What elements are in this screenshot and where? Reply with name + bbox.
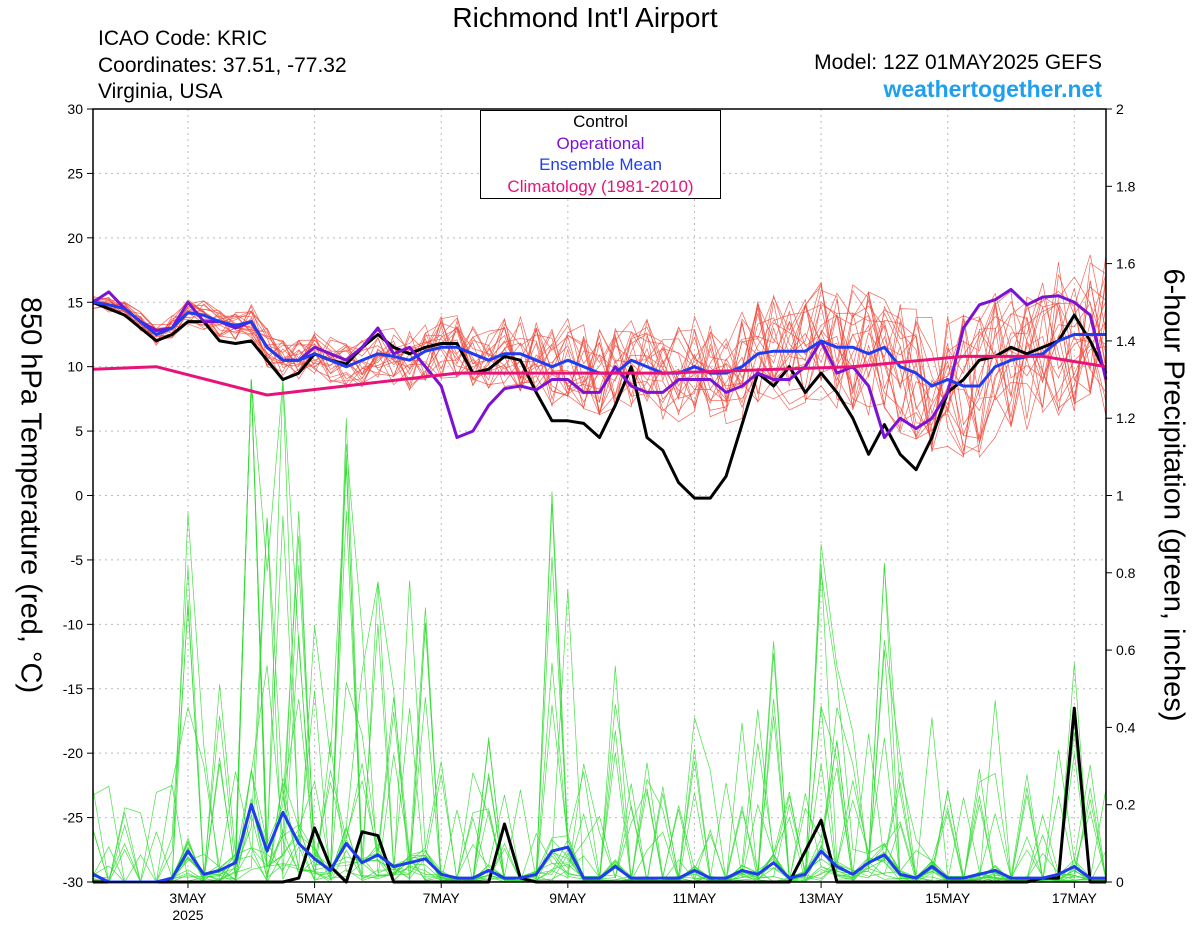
right-tick-label: 1.4 [1116, 333, 1136, 349]
right-tick-label: 1.8 [1116, 178, 1136, 194]
temp-line-control [92, 300, 1108, 500]
x-tick-label: 13MAY [799, 890, 845, 906]
precipitation-member-line [92, 707, 1107, 883]
x-tick-label: 17MAY [1052, 890, 1098, 906]
temperature-member-line [92, 254, 1107, 437]
x-tick-label: 9MAY [549, 890, 587, 906]
temperature-member-line [92, 276, 1107, 438]
temp-line-climatology [92, 354, 1107, 397]
x-tick-label: 15MAY [925, 890, 971, 906]
left-tick-label: 25 [67, 165, 83, 181]
left-tick-label: -20 [63, 745, 83, 761]
temperature-member-line [92, 254, 1107, 446]
left-tick-label: 30 [67, 101, 83, 117]
precipitation-member-line [92, 467, 1107, 883]
legend-control: Control [573, 112, 628, 131]
left-tick-label: 20 [67, 230, 83, 246]
precip-line-ensemble-mean [92, 803, 1106, 884]
legend-climatology: Climatology (1981-2010) [507, 176, 694, 196]
left-tick-label: -25 [63, 810, 83, 826]
precipitation-member-line [92, 379, 1107, 883]
y-axis-right-label: 6-hour Precipitation (green, inches) [1157, 268, 1190, 722]
x-tick-label: 5MAY [296, 890, 334, 906]
right-tick-label: 0.4 [1116, 719, 1136, 735]
y-axis-left-label: 850 hPa Temperature (red, °C) [14, 296, 47, 694]
x-tick-label: 3MAY [169, 890, 207, 906]
grid-lines [93, 109, 1106, 882]
x-tick-label: 11MAY [673, 890, 717, 906]
temperature-member-line [92, 274, 1107, 455]
left-tick-label: -30 [63, 874, 83, 890]
axis-ticks: 302520151050-5-10-15-20-25-3021.81.61.41… [63, 101, 1136, 923]
model-run: Model: 12Z 01MAY2025 GEFS [814, 51, 1102, 74]
legend: Control Operational Ensemble Mean Climat… [480, 110, 721, 199]
right-tick-label: 0.8 [1116, 565, 1136, 581]
right-tick-label: 0.6 [1116, 642, 1136, 658]
right-tick-label: 1.2 [1116, 410, 1136, 426]
precipitation-member-line [92, 418, 1107, 883]
left-tick-label: 0 [75, 488, 83, 504]
left-tick-label: -10 [63, 616, 83, 632]
left-tick-label: 15 [67, 294, 83, 310]
left-tick-label: 10 [67, 359, 83, 375]
right-tick-label: 1.6 [1116, 256, 1136, 272]
right-tick-label: 0.2 [1116, 797, 1136, 813]
right-tick-label: 1 [1116, 488, 1124, 504]
coordinates: Coordinates: 37.51, -77.32 [98, 54, 347, 77]
region: Virginia, USA [98, 80, 223, 103]
legend-operational: Operational [556, 133, 645, 153]
legend-ensemble-mean: Ensemble Mean [539, 155, 662, 174]
left-tick-label: -5 [71, 552, 84, 568]
left-tick-label: 5 [75, 423, 83, 439]
x-tick-year: 2025 [172, 907, 203, 923]
right-tick-label: 0 [1116, 874, 1124, 890]
x-tick-label: 7MAY [423, 890, 461, 906]
icao-code: ICAO Code: KRIC [98, 27, 268, 50]
precipitation-members [92, 379, 1107, 884]
left-tick-label: -15 [63, 681, 83, 697]
temperature-member-line [92, 262, 1107, 439]
chart-title: Richmond Int'l Airport [452, 2, 718, 33]
site-link[interactable]: weathertogether.net [883, 76, 1102, 102]
precip-line-control [93, 706, 1106, 884]
right-tick-label: 2 [1116, 101, 1124, 117]
